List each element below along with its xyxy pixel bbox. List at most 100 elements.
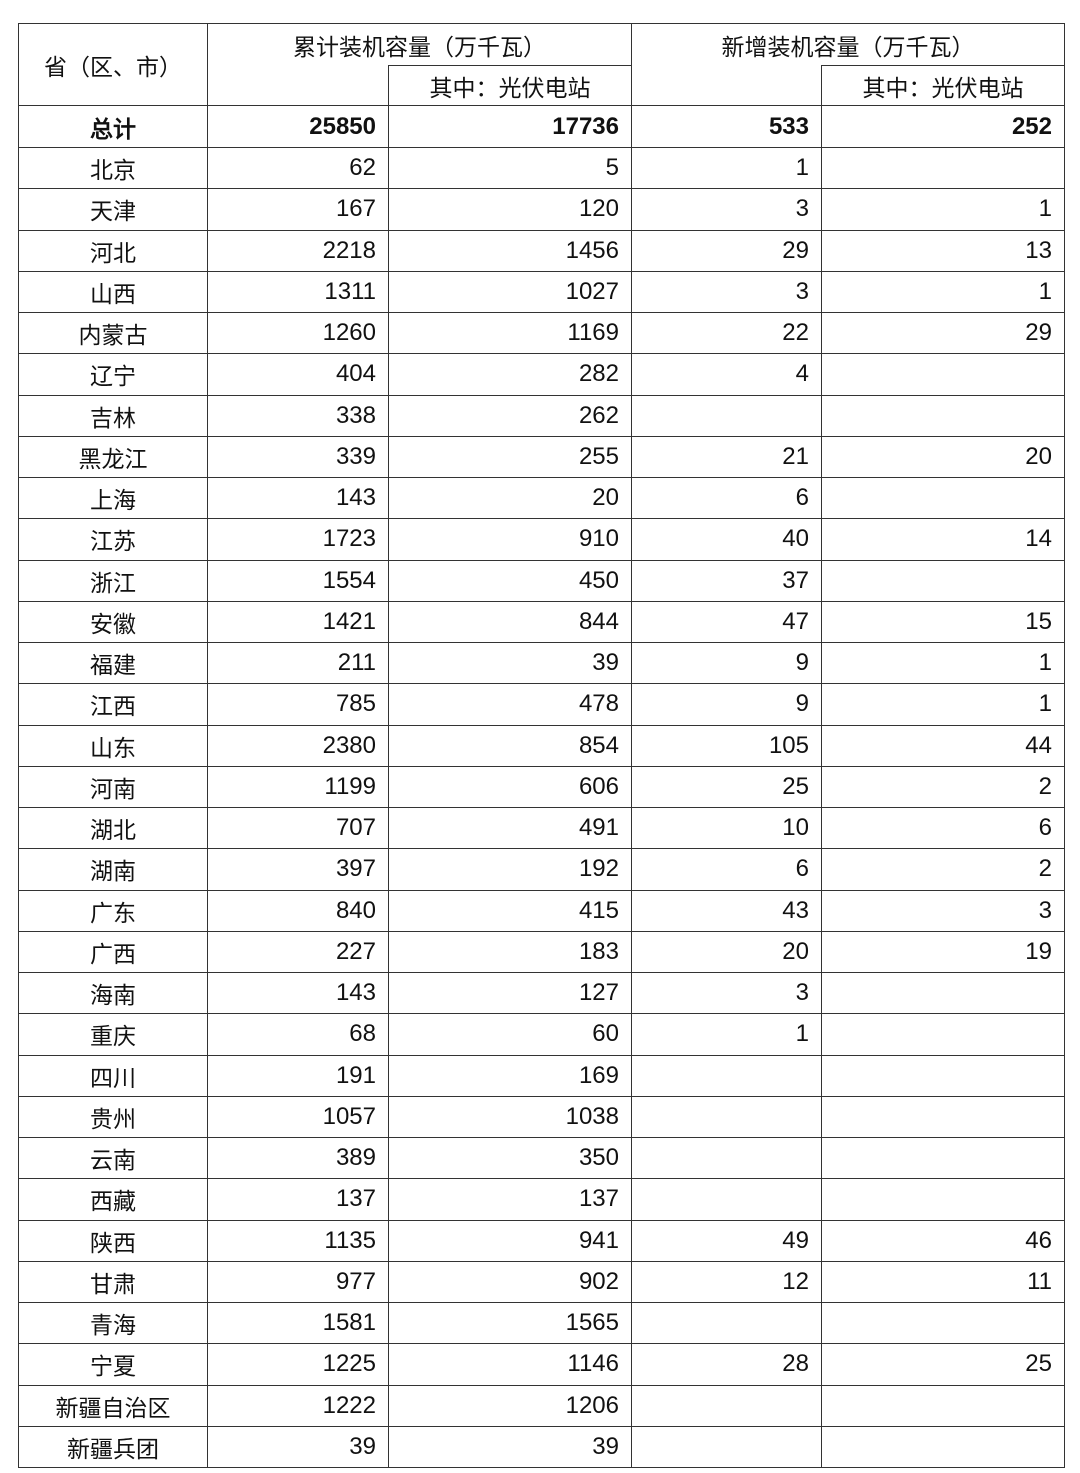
- new-cell: 105: [631, 724, 822, 767]
- cumulative-pv-cell: 127: [388, 971, 632, 1015]
- new-pv-cell: [821, 1384, 1065, 1427]
- province-cell: 陕西: [18, 1219, 208, 1262]
- new-pv-cell: [821, 971, 1065, 1015]
- table-row: 内蒙古 1260 1169 22 29: [18, 311, 1065, 355]
- cumulative-cell: 1135: [207, 1219, 389, 1262]
- cumulative-cell: 1723: [207, 518, 389, 561]
- province-cell: 新疆自治区: [18, 1384, 208, 1427]
- table-row: 重庆 68 60 1: [18, 1013, 1065, 1056]
- cumulative-pv-cell: 137: [388, 1178, 632, 1221]
- table-row: 天津 167 120 3 1: [18, 188, 1065, 231]
- cumulative-cell: 1222: [207, 1384, 389, 1427]
- new-pv-cell: [821, 1178, 1065, 1221]
- cumulative-pv-cell: 606: [388, 765, 632, 809]
- new-cell: 12: [631, 1260, 822, 1304]
- cumulative-cell: 1581: [207, 1301, 389, 1345]
- cumulative-pv-cell: 844: [388, 600, 632, 644]
- cumulative-pv-cell: 282: [388, 353, 632, 396]
- header-new-pv: 其中：光伏电站: [821, 65, 1065, 106]
- new-cell: [631, 1178, 822, 1221]
- total-new-pv: 252: [821, 105, 1065, 148]
- new-cell: 21: [631, 435, 822, 479]
- table-row: 新疆自治区 1222 1206: [18, 1384, 1065, 1427]
- new-pv-cell: 14: [821, 518, 1065, 561]
- new-pv-cell: 44: [821, 724, 1065, 767]
- table-row: 江西 785 478 9 1: [18, 683, 1065, 726]
- cumulative-cell: 840: [207, 889, 389, 932]
- new-pv-cell: 46: [821, 1219, 1065, 1262]
- cumulative-cell: 1199: [207, 765, 389, 809]
- cumulative-cell: 2380: [207, 724, 389, 767]
- province-cell: 山东: [18, 724, 208, 767]
- new-cell: 47: [631, 600, 822, 644]
- cumulative-cell: 167: [207, 188, 389, 231]
- cumulative-pv-cell: 1169: [388, 311, 632, 355]
- new-pv-cell: 25: [821, 1343, 1065, 1386]
- cumulative-cell: 137: [207, 1178, 389, 1221]
- cumulative-cell: 39: [207, 1425, 389, 1469]
- new-cell: 29: [631, 229, 822, 272]
- new-cell: 9: [631, 641, 822, 685]
- table-row: 青海 1581 1565: [18, 1301, 1065, 1345]
- new-cell: 49: [631, 1219, 822, 1262]
- province-cell: 福建: [18, 641, 208, 685]
- new-pv-cell: [821, 1013, 1065, 1056]
- cumulative-pv-cell: 902: [388, 1260, 632, 1304]
- new-cell: 3: [631, 270, 822, 314]
- new-pv-cell: [821, 1095, 1065, 1139]
- table-row: 黑龙江 339 255 21 20: [18, 435, 1065, 479]
- table-row: 甘肃 977 902 12 11: [18, 1260, 1065, 1304]
- new-cell: 10: [631, 806, 822, 850]
- province-cell: 江西: [18, 683, 208, 726]
- province-cell: 重庆: [18, 1013, 208, 1056]
- cumulative-pv-cell: 910: [388, 518, 632, 561]
- cumulative-cell: 143: [207, 971, 389, 1015]
- new-pv-cell: 20: [821, 435, 1065, 479]
- new-cell: [631, 1136, 822, 1180]
- cumulative-pv-cell: 5: [388, 146, 632, 190]
- new-pv-cell: [821, 1301, 1065, 1345]
- cumulative-cell: 1225: [207, 1343, 389, 1386]
- province-cell: 湖北: [18, 806, 208, 850]
- new-cell: 6: [631, 476, 822, 520]
- province-cell: 广西: [18, 930, 208, 974]
- new-cell: [631, 1095, 822, 1139]
- cumulative-cell: 1421: [207, 600, 389, 644]
- new-pv-cell: [821, 394, 1065, 437]
- cumulative-cell: 1554: [207, 559, 389, 602]
- new-cell: [631, 394, 822, 437]
- cumulative-pv-cell: 120: [388, 188, 632, 231]
- header-row-2: 其中：光伏电站 其中：光伏电站: [19, 65, 1065, 106]
- new-pv-cell: [821, 1425, 1065, 1469]
- province-cell: 上海: [18, 476, 208, 520]
- cumulative-pv-cell: 854: [388, 724, 632, 767]
- table-row: 广东 840 415 43 3: [18, 889, 1065, 932]
- new-pv-cell: 2: [821, 765, 1065, 809]
- table-row: 宁夏 1225 1146 28 25: [18, 1343, 1065, 1386]
- province-cell: 北京: [18, 146, 208, 190]
- new-pv-cell: 11: [821, 1260, 1065, 1304]
- new-pv-cell: [821, 146, 1065, 190]
- new-pv-cell: [821, 559, 1065, 602]
- header-new: 新增装机容量（万千瓦）: [631, 23, 1065, 66]
- province-cell: 河南: [18, 765, 208, 809]
- province-cell: 四川: [18, 1054, 208, 1097]
- cumulative-cell: 68: [207, 1013, 389, 1056]
- province-cell: 吉林: [18, 394, 208, 437]
- table-row: 北京 62 5 1: [18, 146, 1065, 190]
- new-pv-cell: [821, 1136, 1065, 1180]
- province-cell: 西藏: [18, 1178, 208, 1221]
- new-pv-cell: 2: [821, 848, 1065, 891]
- new-cell: 22: [631, 311, 822, 355]
- cumulative-pv-cell: 20: [388, 476, 632, 520]
- cumulative-cell: 404: [207, 353, 389, 396]
- new-pv-cell: 6: [821, 806, 1065, 850]
- new-pv-cell: 29: [821, 311, 1065, 355]
- new-cell: 9: [631, 683, 822, 726]
- table-row: 四川 191 169: [18, 1054, 1065, 1097]
- new-cell: [631, 1425, 822, 1469]
- table-row: 江苏 1723 910 40 14: [18, 518, 1065, 561]
- province-cell: 宁夏: [18, 1343, 208, 1386]
- province-cell: 新疆兵团: [18, 1425, 208, 1469]
- cumulative-cell: 707: [207, 806, 389, 850]
